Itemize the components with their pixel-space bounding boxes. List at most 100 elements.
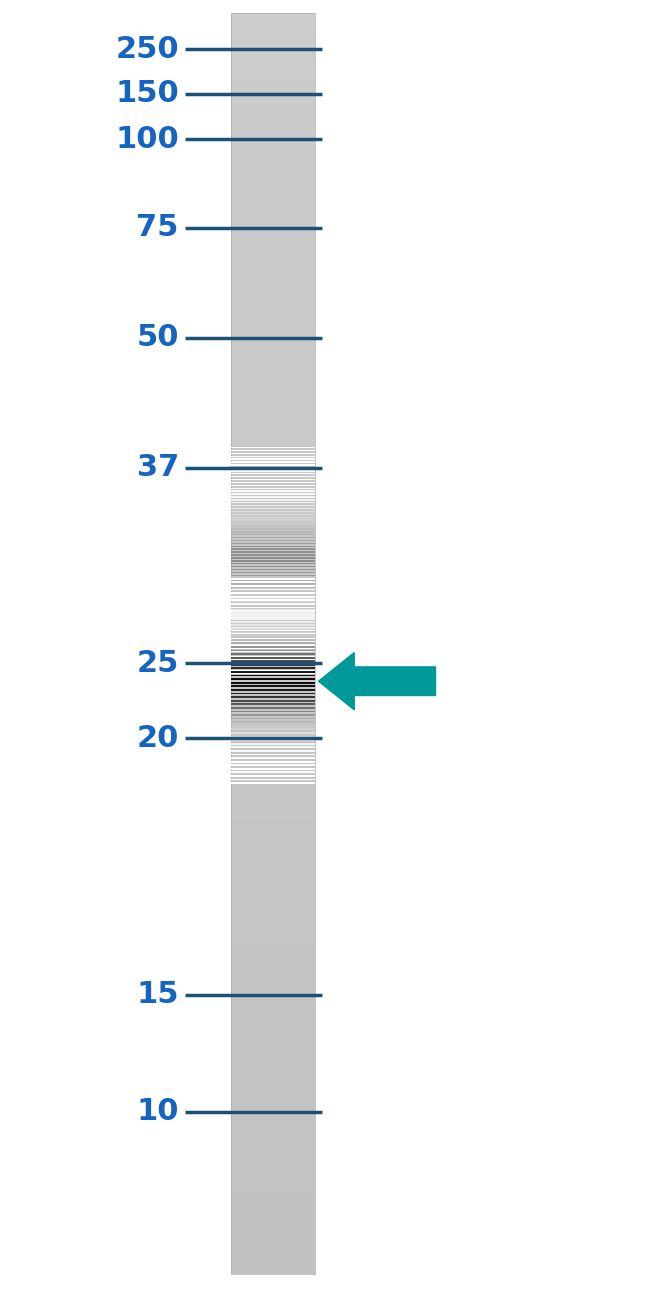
Bar xyxy=(231,446,315,450)
Bar xyxy=(231,975,315,980)
Bar xyxy=(231,467,315,471)
Bar xyxy=(231,290,315,295)
Bar xyxy=(231,350,315,354)
Bar xyxy=(231,530,315,534)
Bar xyxy=(231,807,315,811)
Bar xyxy=(231,896,315,900)
Bar xyxy=(231,555,315,559)
Text: 20: 20 xyxy=(136,724,179,753)
Bar xyxy=(231,833,315,837)
Bar xyxy=(231,619,315,623)
Bar xyxy=(231,463,315,467)
Bar xyxy=(231,101,315,105)
Bar xyxy=(231,202,315,207)
Text: 25: 25 xyxy=(136,649,179,677)
Bar xyxy=(231,1232,315,1236)
Bar xyxy=(231,109,315,114)
Bar xyxy=(231,967,315,971)
Bar xyxy=(231,871,315,875)
Bar xyxy=(231,13,315,1274)
Bar xyxy=(231,1266,315,1270)
Bar xyxy=(231,257,315,261)
Bar xyxy=(231,1131,315,1135)
Bar xyxy=(231,602,315,606)
Bar xyxy=(231,614,315,619)
Bar xyxy=(231,1030,315,1035)
Bar xyxy=(231,387,315,391)
Bar xyxy=(231,459,315,463)
Bar xyxy=(231,786,315,790)
Bar xyxy=(231,190,315,194)
Bar xyxy=(231,1270,315,1274)
Bar xyxy=(231,1005,315,1009)
Bar xyxy=(231,374,315,378)
Bar xyxy=(231,173,315,177)
Bar xyxy=(231,762,315,766)
Bar xyxy=(231,344,315,350)
Bar xyxy=(231,892,315,896)
Bar xyxy=(231,307,315,312)
Bar xyxy=(231,1223,315,1227)
Bar xyxy=(231,214,315,218)
Bar xyxy=(231,942,315,946)
Bar xyxy=(231,849,315,854)
Bar xyxy=(231,55,315,60)
Bar xyxy=(231,521,315,525)
Bar xyxy=(231,1144,315,1148)
Bar xyxy=(231,92,315,98)
Bar xyxy=(231,114,315,118)
Bar xyxy=(231,719,315,723)
Bar xyxy=(231,841,315,845)
Bar xyxy=(231,1135,315,1140)
Bar xyxy=(231,803,315,807)
Bar xyxy=(231,421,315,425)
Bar xyxy=(231,636,315,640)
Bar xyxy=(231,224,315,228)
Bar xyxy=(231,484,315,488)
Bar xyxy=(231,404,315,408)
Bar xyxy=(231,324,315,329)
Bar xyxy=(231,81,315,84)
Bar xyxy=(231,261,315,265)
Bar xyxy=(231,269,315,273)
Bar xyxy=(231,534,315,538)
Bar xyxy=(231,656,315,660)
Bar xyxy=(231,1195,315,1199)
Bar xyxy=(231,341,315,344)
Bar xyxy=(231,164,315,169)
Bar xyxy=(231,753,315,757)
Bar xyxy=(231,971,315,975)
Bar xyxy=(231,950,315,954)
Bar xyxy=(231,1173,315,1178)
Bar xyxy=(231,64,315,68)
Bar xyxy=(231,740,315,745)
Bar xyxy=(231,429,315,433)
Bar xyxy=(231,47,315,51)
Bar xyxy=(231,497,315,500)
Bar xyxy=(231,207,315,211)
Bar xyxy=(231,690,315,694)
Bar xyxy=(231,677,315,681)
Bar xyxy=(231,1140,315,1144)
Bar xyxy=(231,1165,315,1169)
Bar xyxy=(231,34,315,38)
Bar xyxy=(231,43,315,47)
Bar xyxy=(231,13,315,17)
Bar xyxy=(231,1152,315,1156)
Bar xyxy=(231,694,315,698)
Bar xyxy=(231,589,315,593)
Bar xyxy=(231,320,315,324)
Bar xyxy=(231,800,315,803)
Bar xyxy=(231,1056,315,1060)
Bar xyxy=(231,623,315,627)
Bar xyxy=(231,1206,315,1212)
Bar xyxy=(231,514,315,517)
Bar xyxy=(231,875,315,879)
Bar xyxy=(231,647,315,651)
Bar xyxy=(231,1123,315,1127)
Bar xyxy=(231,916,315,920)
Bar xyxy=(231,235,315,240)
Bar xyxy=(231,1076,315,1080)
Bar xyxy=(231,542,315,547)
Bar xyxy=(231,1001,315,1005)
